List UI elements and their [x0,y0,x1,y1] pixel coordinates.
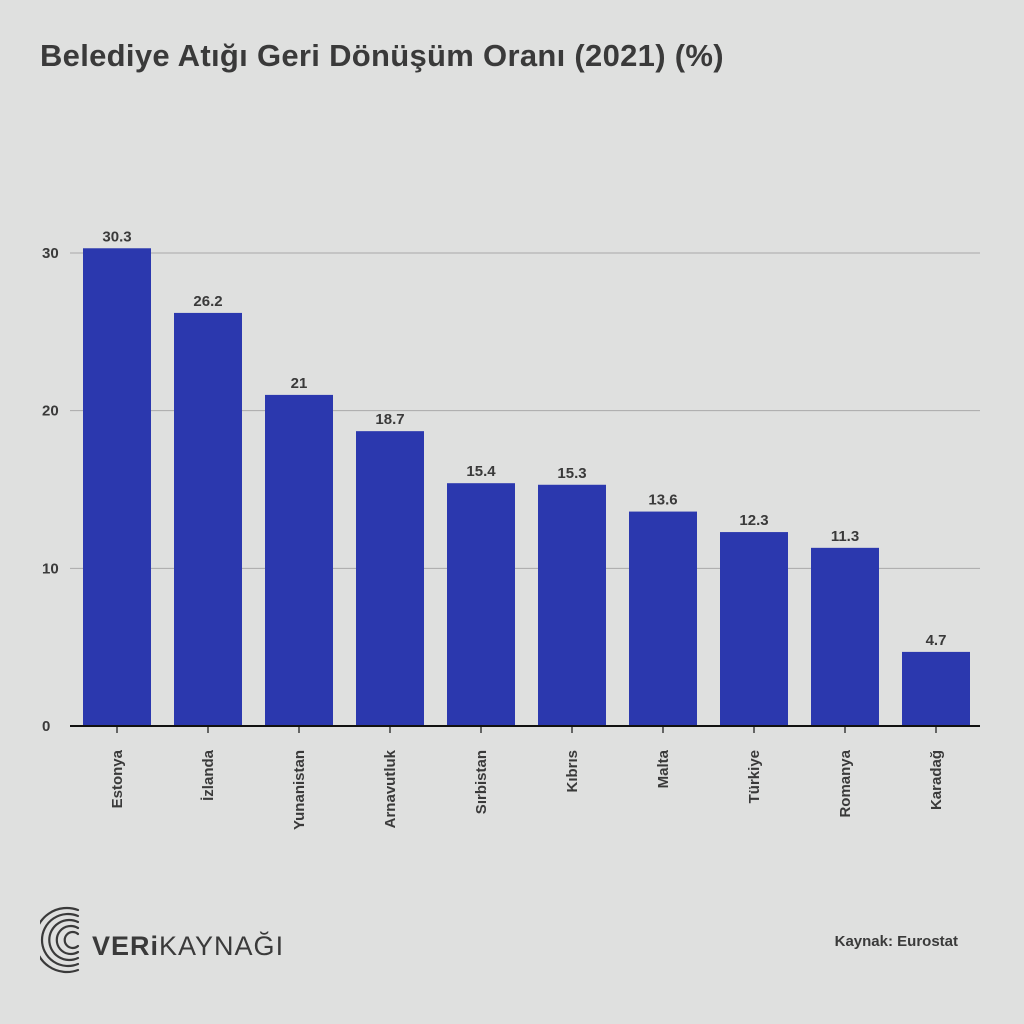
logo-arcs-icon [33,906,80,974]
x-tick-label: Estonya [109,749,126,808]
data-label: 15.4 [466,463,496,480]
bar [265,394,333,726]
data-label: 11.3 [831,528,859,545]
x-tick-label: Malta [655,749,672,788]
y-tick-label: 0 [42,718,50,735]
data-label: 13.6 [648,492,677,509]
x-tick-label: Yunanistan [291,750,308,830]
data-label: 15.3 [557,465,586,482]
data-label: 30.3 [102,228,131,245]
x-tick-label: Sırbistan [473,750,490,814]
brand-name-bold: VERi [92,931,160,961]
brand-name-light: KAYNAĞI [159,931,285,961]
data-label: 18.7 [375,411,404,428]
bar [902,651,970,726]
brand-name: VERiKAYNAĞI [92,931,284,962]
chart-title: Belediye Atığı Geri Dönüşüm Oranı (2021)… [40,38,724,73]
bar [629,511,697,726]
y-tick-label: 10 [42,560,59,577]
bar [174,312,242,726]
bar [356,431,424,726]
x-tick-label: Romanya [837,749,854,817]
data-label: 4.7 [926,632,947,649]
source-note: Kaynak: Eurostat [834,933,958,950]
bar [720,532,788,726]
data-label: 21 [291,375,308,392]
x-tick-label: Karadağ [928,750,945,810]
veri-kaynagi-logo: VERiKAYNAĞI [33,900,300,980]
data-label: 12.3 [739,512,768,529]
bar [447,483,515,726]
x-tick-label: İzlanda [200,749,217,801]
x-tick-label: Türkiye [746,750,763,803]
bar [811,547,879,726]
bar [538,484,606,726]
y-tick-label: 20 [42,403,59,420]
y-tick-label: 30 [42,245,59,262]
data-label: 26.2 [193,293,222,310]
bar [83,248,151,726]
x-tick-label: Arnavutluk [382,749,399,828]
x-tick-label: Kıbrıs [564,750,581,793]
